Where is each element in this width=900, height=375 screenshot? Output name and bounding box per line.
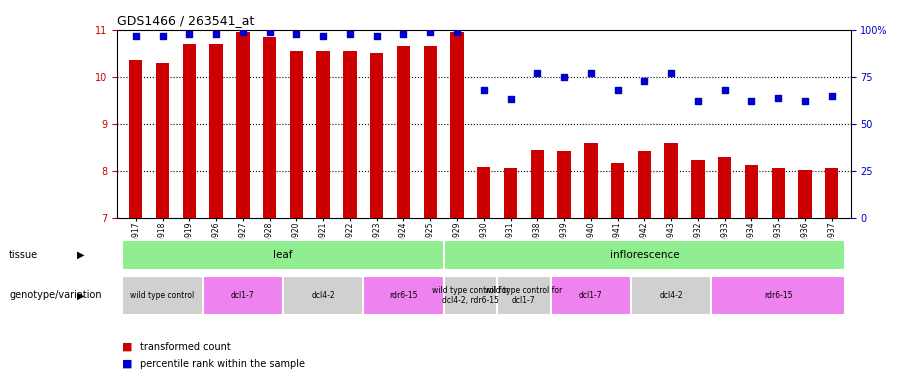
Bar — [343, 51, 356, 217]
Point — [610, 87, 625, 93]
Text: dcl4-2: dcl4-2 — [660, 291, 683, 300]
Bar — [444, 240, 845, 270]
Bar — [611, 163, 625, 218]
Text: wild type control for
dcl1-7: wild type control for dcl1-7 — [485, 286, 562, 305]
Point — [530, 70, 544, 76]
Point — [343, 31, 357, 37]
Text: rdr6-15: rdr6-15 — [389, 291, 418, 300]
Point — [236, 29, 250, 35]
Point — [289, 31, 303, 37]
Bar — [557, 151, 571, 217]
Point — [637, 78, 652, 84]
Bar — [718, 157, 732, 218]
Text: ■: ■ — [122, 359, 132, 369]
Bar — [397, 46, 410, 217]
Point — [423, 29, 437, 35]
Bar — [638, 151, 651, 217]
Point — [583, 70, 598, 76]
Text: wild type control: wild type control — [130, 291, 194, 300]
Text: GDS1466 / 263541_at: GDS1466 / 263541_at — [117, 15, 255, 27]
Bar — [156, 63, 169, 217]
Point — [316, 33, 330, 39]
Text: dcl4-2: dcl4-2 — [311, 291, 335, 300]
Text: transformed count: transformed count — [140, 342, 230, 352]
Point — [263, 29, 277, 35]
Point — [503, 96, 517, 102]
Bar — [798, 170, 812, 217]
Text: tissue: tissue — [9, 250, 38, 260]
Point — [824, 93, 839, 99]
Bar — [424, 46, 436, 217]
Point — [771, 94, 786, 100]
Bar — [290, 51, 303, 217]
Bar — [450, 32, 464, 218]
Point — [477, 87, 491, 93]
Point — [156, 33, 170, 39]
Point — [690, 98, 705, 104]
Text: dcl1-7: dcl1-7 — [231, 291, 255, 300]
Text: wild type control for
dcl4-2, rdr6-15: wild type control for dcl4-2, rdr6-15 — [432, 286, 509, 305]
Point — [797, 98, 812, 104]
Bar — [317, 51, 329, 217]
Point — [129, 33, 143, 39]
Text: ▶: ▶ — [76, 250, 84, 260]
Bar — [183, 44, 196, 218]
Point — [450, 29, 464, 35]
Point — [557, 74, 572, 80]
Text: ▶: ▶ — [76, 291, 84, 300]
Bar — [711, 276, 845, 315]
Text: ■: ■ — [122, 342, 132, 352]
Bar — [691, 160, 705, 218]
Bar — [551, 276, 631, 315]
Bar — [745, 165, 758, 218]
Bar — [210, 44, 222, 218]
Bar — [236, 32, 249, 218]
Bar — [531, 150, 544, 217]
Point — [396, 31, 410, 37]
Bar — [122, 240, 444, 270]
Point — [717, 87, 732, 93]
Point — [664, 70, 679, 76]
Bar — [364, 276, 444, 315]
Bar — [283, 276, 364, 315]
Text: leaf: leaf — [274, 250, 292, 260]
Bar — [497, 276, 551, 315]
Point — [209, 31, 223, 37]
Bar — [202, 276, 283, 315]
Bar — [129, 60, 142, 217]
Bar — [263, 37, 276, 218]
Bar — [370, 54, 383, 217]
Bar — [504, 168, 518, 217]
Bar — [122, 276, 202, 315]
Text: percentile rank within the sample: percentile rank within the sample — [140, 359, 304, 369]
Point — [744, 98, 759, 104]
Text: rdr6-15: rdr6-15 — [764, 291, 793, 300]
Point — [182, 31, 196, 37]
Bar — [825, 168, 839, 217]
Bar — [584, 142, 598, 218]
Text: inflorescence: inflorescence — [609, 250, 680, 260]
Bar — [664, 142, 678, 218]
Text: genotype/variation: genotype/variation — [9, 291, 102, 300]
Bar — [444, 276, 497, 315]
Text: dcl1-7: dcl1-7 — [579, 291, 603, 300]
Bar — [477, 167, 490, 218]
Bar — [771, 168, 785, 217]
Point — [370, 33, 384, 39]
Bar — [631, 276, 711, 315]
